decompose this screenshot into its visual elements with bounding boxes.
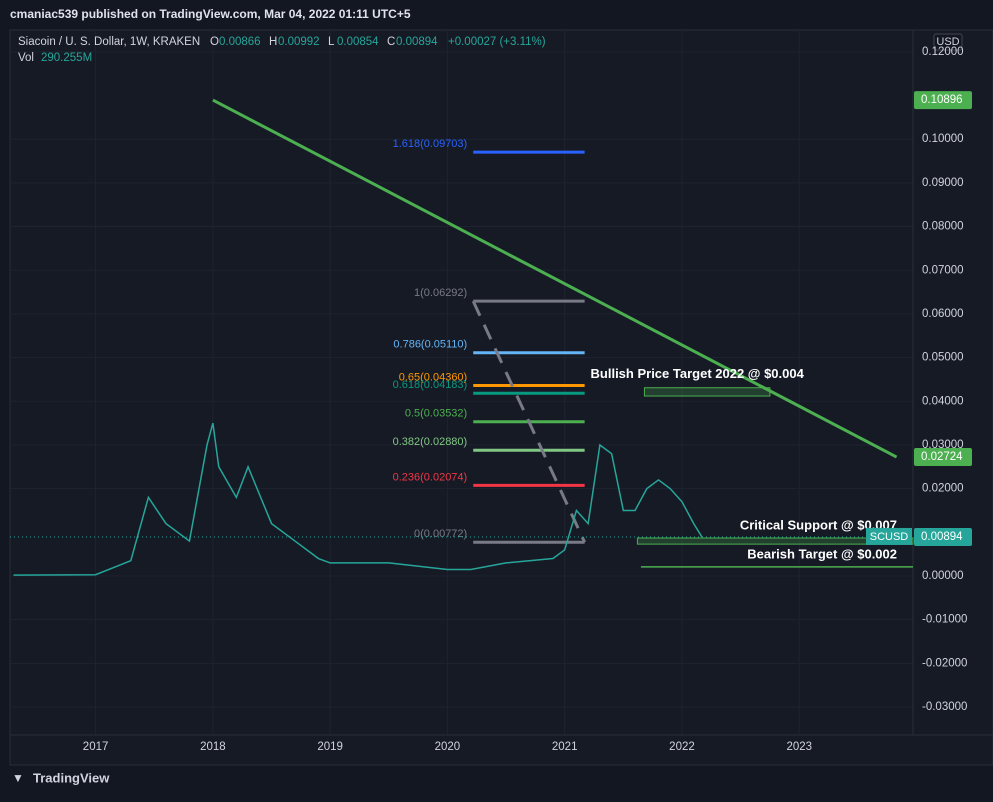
- ohlc-value: 0.00894: [396, 36, 438, 48]
- ohlc-value: 0.00992: [278, 36, 320, 48]
- currency-box: [933, 33, 963, 51]
- x-tick-label: 2020: [435, 741, 461, 753]
- annotation-text: Critical Support @ $0.007: [740, 517, 897, 532]
- fib-label: 0.65(0.04360): [399, 371, 468, 383]
- fib-label: 1.618(0.09703): [393, 138, 468, 150]
- y-tick-label: 0.08000: [922, 221, 964, 233]
- change: +0.00027 (+3.11%): [448, 36, 546, 48]
- annotation-text: Bearish Target @ $0.002: [747, 546, 897, 561]
- y-tick-label: 0.09000: [922, 177, 964, 189]
- y-tick-label: 0.05000: [922, 352, 964, 364]
- x-tick-label: 2019: [317, 741, 343, 753]
- y-tick-label: 0.02000: [922, 483, 964, 495]
- y-tick-label: 0.07000: [922, 264, 964, 276]
- fib-trend: [471, 300, 586, 543]
- trend-line: [212, 98, 898, 459]
- currency: USD: [936, 36, 959, 48]
- volume-value: 290.255M: [41, 52, 92, 64]
- price-tag-label: 0.10896: [921, 94, 963, 106]
- price-tag-label: 0.02724: [921, 451, 963, 463]
- ohlc-value: 0.00866: [219, 36, 261, 48]
- ohlc-key: L: [328, 36, 335, 48]
- y-tick-label: 0.12000: [922, 46, 964, 58]
- price-line: [13, 422, 703, 576]
- ohlc-key: C: [387, 36, 395, 48]
- y-tick-label: 0.00000: [922, 570, 964, 582]
- ohlc-key: H: [269, 36, 277, 48]
- ohlc-key: O: [210, 36, 219, 48]
- price-tag: [914, 527, 972, 546]
- chart-pane: [9, 29, 993, 766]
- symbol-tag-label: SCUSD: [870, 531, 909, 543]
- x-tick-label: 2022: [669, 741, 695, 753]
- price-tag-label: 0.00894: [921, 531, 963, 543]
- x-tick-label: 2021: [552, 741, 578, 753]
- target-zone: [636, 537, 914, 545]
- y-tick-label: -0.03000: [922, 701, 967, 713]
- header-title: cmaniac539 published on TradingView.com,…: [10, 7, 411, 21]
- y-tick-label: 0.04000: [922, 395, 964, 407]
- annotation-text: Bullish Price Target 2022 @ $0.004: [591, 366, 805, 381]
- fib-label: 0.382(0.02880): [393, 436, 468, 448]
- fib-label: 0.786(0.05110): [393, 339, 467, 351]
- fib-label: 0(0.00772): [414, 528, 467, 540]
- x-tick-label: 2023: [786, 741, 812, 753]
- y-tick-label: 0.03000: [922, 439, 964, 451]
- price-tag: [914, 91, 972, 110]
- ohlc-value: 0.00854: [337, 36, 379, 48]
- target-zone: [643, 387, 771, 397]
- y-tick-label: -0.01000: [922, 614, 967, 626]
- fib-label: 0.618(0.04183): [393, 379, 468, 391]
- y-tick-label: -0.02000: [922, 657, 967, 669]
- fib-label: 0.5(0.03532): [405, 408, 467, 420]
- x-tick-label: 2018: [200, 741, 226, 753]
- y-tick-label: 0.06000: [922, 308, 964, 320]
- logo: ▼: [12, 771, 24, 785]
- volume-label: Vol: [18, 52, 34, 64]
- symbol-tag: [866, 527, 912, 545]
- x-tick-label: 2017: [83, 741, 109, 753]
- y-tick-label: 0.10000: [922, 133, 964, 145]
- symbol: Siacoin / U. S. Dollar, 1W, KRAKEN: [18, 36, 200, 48]
- price-tag: [914, 448, 972, 467]
- fib-label: 1(0.06292): [414, 287, 467, 299]
- footer-brand: TradingView: [33, 770, 110, 785]
- fib-label: 0.236(0.02074): [393, 471, 468, 483]
